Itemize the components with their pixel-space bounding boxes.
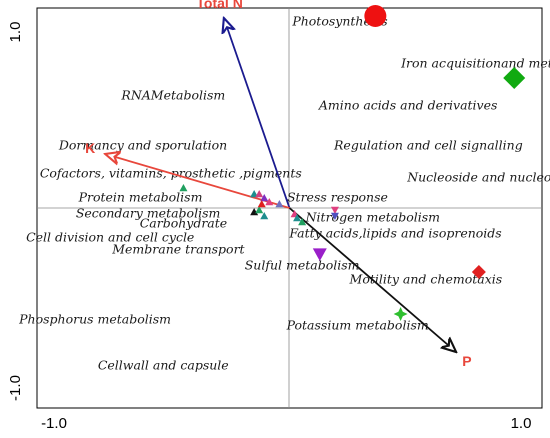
point-diamond-2 bbox=[503, 67, 526, 89]
function-label-nucleoside-and-nucleotide: Nucleoside and nucleotide bbox=[406, 170, 550, 185]
function-label-rnametabolism: RNAMetabolism bbox=[120, 88, 225, 103]
vector-label-p: P bbox=[462, 353, 471, 369]
point-circle-1 bbox=[364, 5, 387, 27]
point-triangle-down-20 bbox=[330, 212, 339, 220]
function-label-amino-acids-and-derivatives: Amino acids and derivatives bbox=[318, 98, 498, 113]
vector-label-k: K bbox=[85, 140, 95, 156]
point-triangle-17 bbox=[293, 214, 302, 222]
function-label-sulful-metabolism: Sulful metabolism bbox=[245, 258, 360, 273]
point-diamond-3 bbox=[471, 265, 486, 279]
vector-arrow-k bbox=[105, 154, 290, 209]
point-star-5 bbox=[393, 307, 408, 321]
function-label-cellwall-and-capsule: Cellwall and capsule bbox=[98, 358, 229, 373]
function-label-cell-division-and-cell-cycle: Cell division and cell cycle bbox=[26, 230, 194, 245]
function-label-potassium-metabolism: Potassium metabolism bbox=[286, 318, 429, 333]
function-label-carbohydrate: Carbohydrate bbox=[140, 216, 227, 231]
vector-arrow-p bbox=[288, 207, 457, 352]
function-label-regulation-and-cell-signalling: Regulation and cell signalling bbox=[333, 138, 523, 153]
function-label-stress-response: Stress response bbox=[287, 190, 388, 205]
point-triangle-14 bbox=[260, 212, 269, 220]
point-triangle-11 bbox=[250, 208, 259, 216]
vector-arrow-total-n bbox=[224, 18, 291, 209]
function-label-iron-acquisitionand-metabolism: Iron acquisitionand metabolism bbox=[400, 56, 550, 71]
point-triangle-8 bbox=[255, 190, 264, 198]
function-label-nitrogen-metabolism: Nitrogen metabolism bbox=[305, 210, 440, 225]
point-triangle-down-4 bbox=[312, 248, 327, 261]
x-tick-label-max: 1.0 bbox=[511, 415, 532, 432]
function-label-protein-metabolism: Protein metabolism bbox=[78, 190, 203, 205]
point-triangle-10 bbox=[265, 198, 274, 206]
function-label-motility-and-chemotaxis: Motility and chemotaxis bbox=[349, 272, 503, 287]
y-tick-label-max: 1.0 bbox=[7, 22, 24, 43]
y-tick-label-min: -1.0 bbox=[7, 375, 24, 401]
vector-label-total-n: Total N bbox=[196, 0, 242, 11]
point-triangle-6 bbox=[179, 184, 188, 192]
function-label-photosynthesis: Photosynthesis bbox=[291, 14, 387, 29]
function-label-dormancy-and-sporulation: Dormancy and sporulation bbox=[58, 138, 227, 153]
point-triangle-15 bbox=[275, 200, 284, 208]
point-triangle-9 bbox=[260, 194, 269, 202]
point-triangle-7 bbox=[250, 190, 259, 198]
function-label-membrane-transport: Membrane transport bbox=[111, 242, 245, 257]
point-triangle-down-19 bbox=[330, 206, 339, 214]
function-label-phosphorus-metabolism: Phosphorus metabolism bbox=[18, 312, 171, 327]
point-triangle-13 bbox=[257, 200, 266, 208]
point-triangle-18 bbox=[298, 218, 307, 226]
point-triangle-12 bbox=[255, 206, 264, 214]
function-label-fatty-acids-lipids-and-isoprenoids: Fatty acids,lipids and isoprenoids bbox=[288, 226, 501, 241]
x-tick-label-min: -1.0 bbox=[41, 415, 67, 432]
function-label-secondary-metabolism: Secondary metabolism bbox=[76, 206, 221, 221]
